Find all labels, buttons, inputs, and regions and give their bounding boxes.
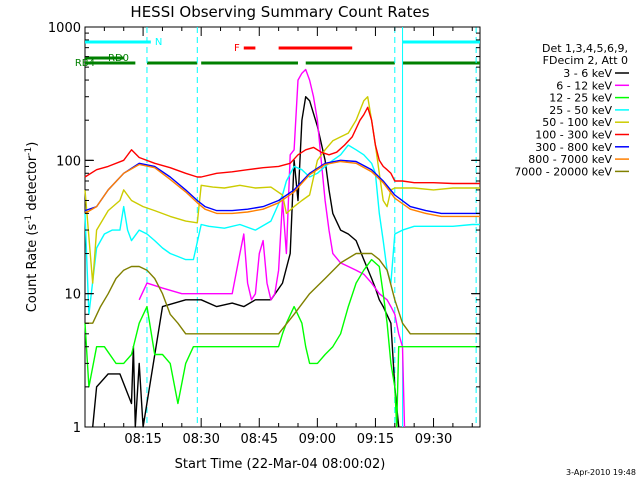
- legend-entry-label: 300 - 800 keV: [535, 141, 612, 154]
- series-line: [84, 106, 480, 185]
- series-line: [84, 159, 480, 215]
- status-bar-label: F: [234, 43, 240, 54]
- x-tick-label: 09:30: [415, 432, 452, 447]
- y-axis-label: Count Rate (s-1 detector-1): [24, 142, 40, 313]
- vertical-markers: [146, 27, 477, 427]
- x-tick-label: 08:45: [241, 432, 278, 447]
- status-bar-label: RD0: [108, 53, 129, 64]
- series-line: [84, 160, 480, 218]
- legend-entry-label: 100 - 300 keV: [535, 129, 612, 142]
- legend-entry-label: 800 - 7000 keV: [528, 153, 612, 166]
- legend-entry-label: 12 - 25 keV: [549, 92, 612, 105]
- y-tick-label: 1000: [48, 21, 81, 36]
- legend-entry-label: 50 - 100 keV: [542, 116, 612, 129]
- x-axis: 08:15 08:30 08:45 09:00 09:15 09:30: [84, 27, 473, 447]
- y-tick-label: 1: [73, 421, 81, 436]
- y-label-sup2: -1: [24, 147, 34, 156]
- legend-entry-label: 25 - 50 keV: [549, 104, 612, 117]
- legend-header: FDecim 2, Att 0: [543, 54, 628, 67]
- y-label-mid: detector: [25, 155, 40, 215]
- x-tick-label: 09:00: [299, 432, 336, 447]
- x-tick-label: 08:15: [124, 432, 161, 447]
- legend-header: Det 1,3,4,5,6,9,: [542, 42, 628, 55]
- series-line: [85, 252, 480, 335]
- x-axis-label: Start Time (22-Mar-04 08:00:02): [175, 457, 386, 472]
- x-tick-label: 09:15: [357, 432, 394, 447]
- y-label-end: ): [25, 142, 40, 147]
- y-axis: 1 10 100 1000: [48, 21, 480, 436]
- legend-entry-label: 7000 - 20000 keV: [514, 165, 612, 178]
- series-line: [84, 95, 480, 284]
- status-bars: N F RD0 RB4: [75, 37, 480, 69]
- y-tick-label: 100: [56, 154, 81, 169]
- legend-entry-label: 3 - 6 keV: [563, 67, 612, 80]
- y-label-sup1: -1: [24, 215, 34, 224]
- series-line: [138, 68, 406, 428]
- chart-title: HESSI Observing Summary Count Rates: [130, 3, 429, 21]
- legend: Det 1,3,4,5,6,9,FDecim 2, Att 03 - 6 keV…: [514, 42, 629, 178]
- series-line: [84, 258, 480, 428]
- series-lines: [84, 68, 480, 428]
- status-bar-label: RB4: [75, 58, 95, 69]
- y-tick-label: 10: [64, 288, 81, 303]
- series-line: [92, 95, 400, 428]
- legend-entry-label: 6 - 12 keV: [556, 79, 612, 92]
- footer-date: 3-Apr-2010 19:48: [566, 468, 636, 477]
- y-label-main: Count Rate (s: [25, 224, 40, 313]
- x-tick-label: 08:30: [182, 432, 219, 447]
- status-bar-label: N: [155, 37, 162, 48]
